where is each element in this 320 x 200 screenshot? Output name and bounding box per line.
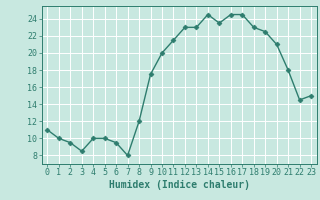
X-axis label: Humidex (Indice chaleur): Humidex (Indice chaleur) <box>109 180 250 190</box>
